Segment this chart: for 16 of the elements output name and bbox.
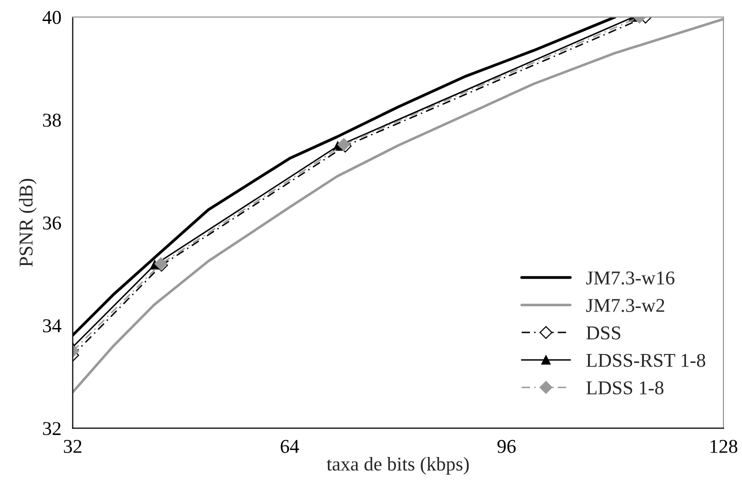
x-tick-label: 128	[710, 440, 738, 453]
legend-label: LDSS-RST 1-8	[586, 354, 706, 367]
legend-label: LDSS 1-8	[586, 381, 664, 394]
legend-label: JM7.3-w16	[586, 271, 674, 285]
legend-label: DSS	[586, 326, 620, 340]
y-tick-label: 38	[43, 114, 61, 127]
y-tick-label: 36	[43, 216, 62, 230]
x-tick-label: 32	[64, 440, 82, 453]
x-tick-label: 64	[280, 440, 300, 453]
y-tick-label: 34	[43, 319, 62, 332]
x-tick-label: 96	[497, 440, 516, 453]
y-tick-label: 32	[43, 422, 61, 436]
y-axis-title: PSNR (dB)	[18, 178, 37, 267]
y-tick-label: 40	[42, 10, 61, 24]
x-axis-title: taxa de bits (kbps)	[326, 456, 469, 475]
legend-label: JM7.3-w2	[586, 298, 664, 312]
